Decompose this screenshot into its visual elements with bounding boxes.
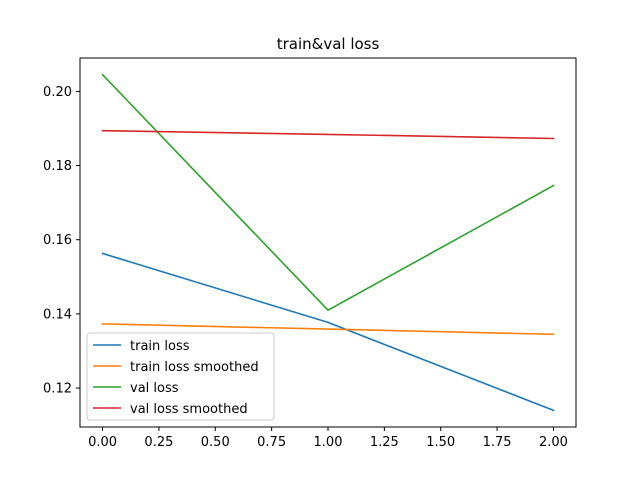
x-tick-label: 2.00 [539,435,568,450]
legend-label-2: train loss smoothed [130,360,259,375]
x-tick-label: 1.75 [483,435,512,450]
legend-label-1: train loss [130,339,190,354]
y-tick-label: 0.12 [43,382,72,397]
series-line-3 [101,73,555,311]
y-tick-label: 0.14 [43,307,72,322]
legend-label-4: val loss smoothed [130,402,248,417]
x-tick-label: 0.50 [201,435,230,450]
x-tick-label: 1.25 [370,435,399,450]
y-tick-label: 0.20 [43,85,72,100]
x-tick-label: 0.75 [257,435,286,450]
x-tick-label: 1.00 [314,435,343,450]
series-line-2 [101,323,555,336]
series-line-1 [101,252,555,412]
chart-title: train&val loss [277,35,380,53]
x-tick-label: 0.00 [88,435,117,450]
y-tick-label: 0.18 [43,159,72,174]
legend: train loss train loss smoothed val loss val… [86,332,275,421]
ticks-layer: 0.00 0.25 0.50 0.75 1.00 1.25 1.50 1.75 2.00 0.12… [43,85,568,450]
x-tick-label: 1.50 [426,435,455,450]
series-line-4 [101,129,555,140]
legend-box [86,332,275,421]
legend-label-3: val loss [130,381,179,396]
y-tick-label: 0.16 [43,233,72,248]
plot-frame [79,57,577,428]
series-layer [101,73,555,412]
x-tick-label: 0.25 [144,435,173,450]
